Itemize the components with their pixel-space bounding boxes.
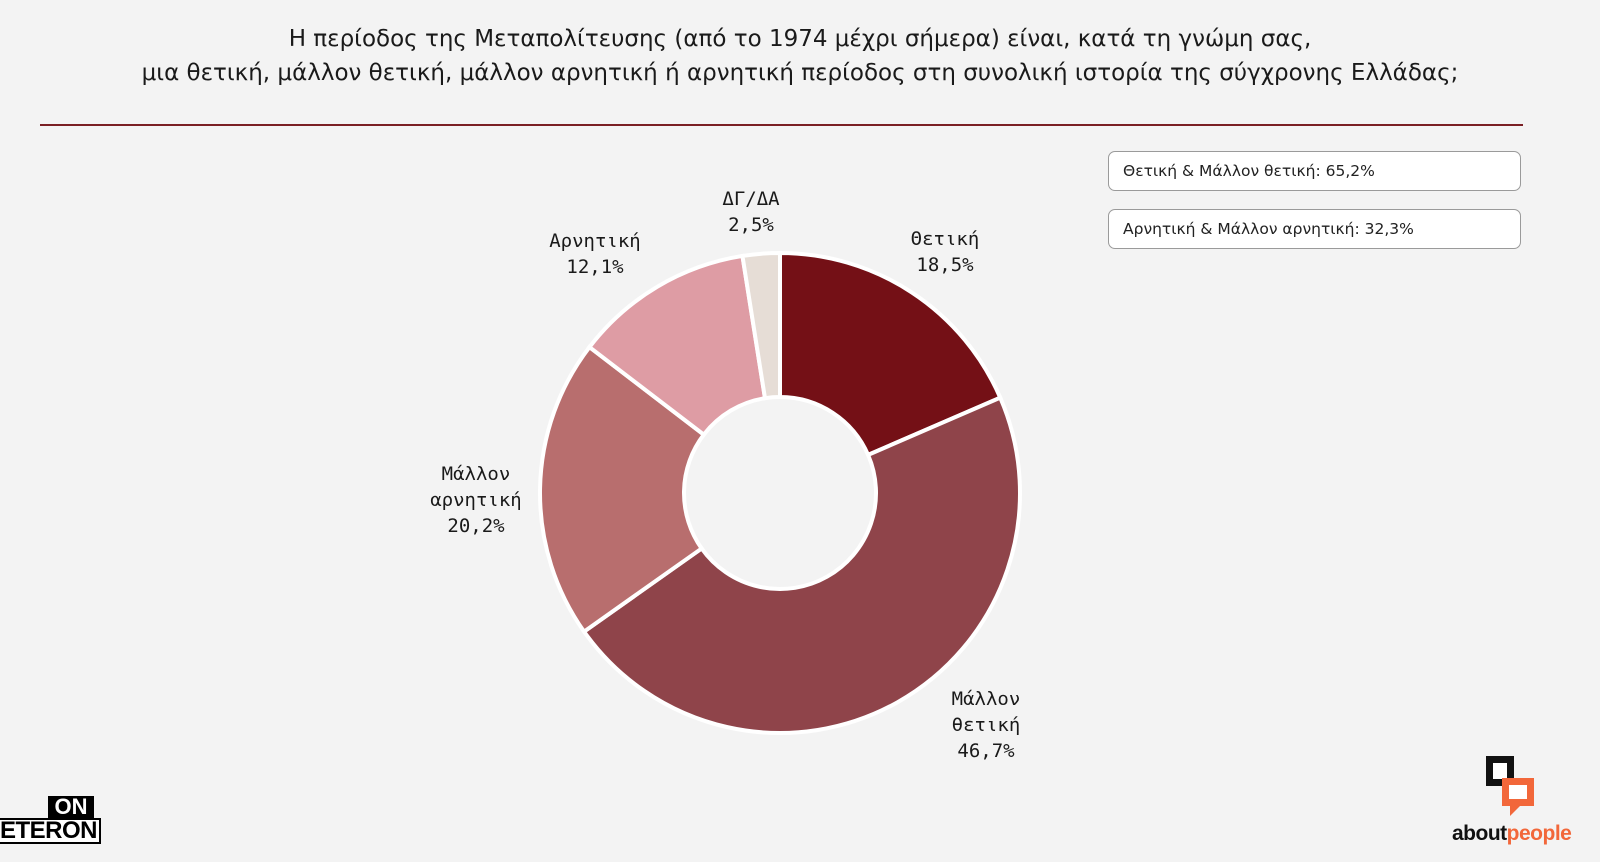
aboutpeople-wordmark: aboutpeople — [1452, 822, 1572, 846]
summary-box-positive: Θετική & Μάλλον θετική: 65,2% — [1108, 151, 1521, 191]
title-line-2: μια θετική, μάλλον θετική, μάλλον αρνητι… — [141, 60, 1459, 86]
oneteron-logo: ON ETERON — [0, 796, 102, 844]
chart-title: Η περίοδος της Μεταπολίτευσης (από το 19… — [0, 22, 1600, 90]
title-line-1: Η περίοδος της Μεταπολίτευσης (από το 19… — [288, 26, 1312, 52]
slice-positive — [778, 250, 1003, 458]
wordmark-people: people — [1506, 822, 1572, 845]
label-name-line: Θετική — [911, 228, 980, 250]
logo-eteron-text: ETERON — [0, 818, 102, 844]
logo-on-text: ON — [48, 796, 94, 818]
aboutpeople-mark-icon — [1486, 756, 1534, 816]
slice-dont-know — [740, 250, 782, 401]
label-value: 18,5% — [916, 254, 974, 276]
aboutpeople-logo: aboutpeople — [1448, 756, 1600, 851]
label-value: 20,2% — [447, 515, 505, 537]
label-rather-negative: Μάλλον αρνητική 20,2% — [430, 463, 522, 537]
label-value: 12,1% — [566, 256, 624, 278]
label-name-line: ΔΓ/ΔΑ — [722, 188, 780, 210]
label-name-line: αρνητική — [430, 489, 522, 511]
label-name-line: Αρνητική — [549, 230, 641, 252]
label-value: 46,7% — [957, 740, 1015, 762]
label-negative: Αρνητική 12,1% — [549, 230, 641, 278]
summary-box-negative: Αρνητική & Μάλλον αρνητική: 32,3% — [1108, 209, 1521, 249]
label-rather-positive: Μάλλον θετική 46,7% — [952, 688, 1021, 762]
donut-slices — [538, 250, 1022, 735]
label-value: 2,5% — [728, 214, 774, 236]
slice-negative — [586, 253, 768, 438]
label-positive: Θετική 18,5% — [911, 228, 980, 276]
wordmark-about: about — [1452, 822, 1507, 845]
label-name-line: Μάλλον — [442, 463, 511, 485]
label-dont-know: ΔΓ/ΔΑ 2,5% — [722, 188, 780, 236]
slice-rather-positive — [581, 395, 1022, 735]
label-name-line: Μάλλον — [952, 688, 1021, 710]
label-name-line: θετική — [952, 714, 1021, 736]
slice-labels: Θετική 18,5% Μάλλον θετική 46,7% Μάλλον αρνητι… — [430, 188, 1020, 762]
title-divider — [40, 124, 1523, 126]
slice-rather-negative — [538, 344, 707, 635]
